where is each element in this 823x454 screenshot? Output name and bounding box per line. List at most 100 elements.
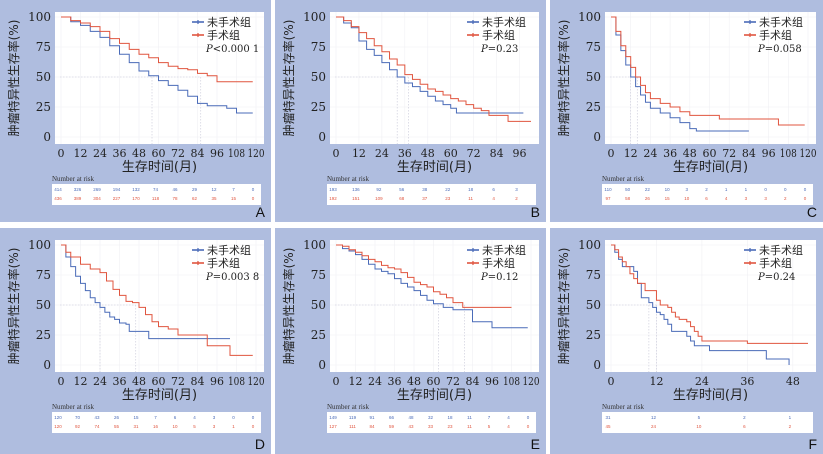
x-tick-label: 120 bbox=[248, 375, 265, 388]
x-tick-label: 48 bbox=[407, 375, 421, 388]
risk-count: 436 bbox=[54, 196, 62, 201]
plot-area bbox=[330, 240, 539, 372]
risk-row-surgery: 436 389 304 227 170 118 78 62 35 15 0 bbox=[52, 196, 261, 204]
risk-table: 193 136 92 56 38 22 18 6 3 192 151 109 68 37 23 11 4 2 bbox=[327, 184, 536, 205]
x-tick-label: 108 bbox=[228, 375, 245, 388]
risk-count: 31 bbox=[133, 424, 139, 429]
km-curve-non-surgery bbox=[611, 244, 790, 365]
risk-count: 0 bbox=[251, 424, 255, 429]
risk-count: 118 bbox=[151, 196, 160, 201]
x-tick-label: 36 bbox=[388, 375, 402, 388]
x-tick-label: 12 bbox=[74, 147, 88, 160]
risk-count: 10 bbox=[172, 424, 178, 429]
risk-count: 74 bbox=[94, 424, 100, 429]
risk-count: 1 bbox=[232, 424, 235, 429]
risk-count: 32 bbox=[427, 415, 434, 420]
risk-count: 304 bbox=[93, 196, 101, 201]
legend-label: 手术组 bbox=[482, 256, 515, 270]
x-tick-label: 120 bbox=[248, 147, 265, 160]
y-tick-label: 50 bbox=[36, 298, 51, 312]
risk-table-title: Number at risk bbox=[602, 175, 644, 183]
risk-count: 55 bbox=[113, 424, 120, 429]
risk-count: 74 bbox=[152, 187, 159, 192]
risk-count: 110 bbox=[604, 187, 612, 192]
risk-row-surgery: 97 58 26 15 10 6 4 3 3 2 0 bbox=[602, 196, 813, 204]
y-tick-label: 0 bbox=[43, 130, 51, 144]
risk-count: 0 bbox=[784, 187, 787, 192]
x-axis-label: 生存时间(月) bbox=[122, 160, 197, 175]
y-tick-label: 25 bbox=[311, 100, 326, 114]
km-curve-non-surgery bbox=[61, 244, 230, 340]
risk-count: 91 bbox=[369, 415, 375, 420]
y-tick-label: 0 bbox=[318, 358, 326, 372]
p-value: P=0.12 bbox=[480, 272, 518, 283]
risk-count: 414 bbox=[54, 187, 62, 192]
x-tick-label: 108 bbox=[503, 375, 520, 388]
risk-count: 269 bbox=[93, 187, 101, 192]
risk-count: 389 bbox=[73, 196, 82, 201]
y-axis-label: 肿瘤特异性生存率(%) bbox=[281, 20, 296, 137]
p-value: P=0.003 8 bbox=[205, 272, 259, 283]
x-tick-label: 108 bbox=[228, 147, 245, 160]
risk-count: 92 bbox=[74, 424, 81, 429]
risk-count: 24 bbox=[650, 424, 656, 429]
y-axis-label: 肿瘤特异性生存率(%) bbox=[6, 248, 21, 365]
risk-count: 0 bbox=[764, 187, 767, 192]
risk-count: 6 bbox=[173, 415, 177, 420]
risk-count: 1 bbox=[788, 415, 792, 420]
risk-count: 4 bbox=[492, 196, 495, 201]
risk-count: 151 bbox=[352, 196, 360, 201]
risk-count: 22 bbox=[644, 187, 650, 192]
risk-count: 15 bbox=[664, 196, 670, 201]
risk-count: 22 bbox=[445, 187, 451, 192]
risk-count: 0 bbox=[803, 187, 807, 192]
panel-letter: F bbox=[808, 436, 817, 452]
x-tick-label: 84 bbox=[466, 375, 480, 388]
x-tick-label: 84 bbox=[742, 147, 756, 160]
p-value: P=0.24 bbox=[757, 272, 795, 283]
risk-count: 0 bbox=[803, 196, 807, 201]
y-tick-label: 25 bbox=[36, 328, 51, 342]
x-tick-label: 96 bbox=[513, 147, 527, 160]
risk-count: 194 bbox=[112, 187, 121, 192]
risk-count: 58 bbox=[625, 196, 631, 201]
risk-count: 326 bbox=[73, 187, 82, 192]
panel-a: 0 25 50 75 100 0 12 24 36 48 60 72 84 96 108 120 生存时间(月)… bbox=[0, 0, 271, 222]
x-tick-label: 120 bbox=[523, 375, 540, 388]
x-tick-label: 12 bbox=[74, 375, 88, 388]
risk-count: 2 bbox=[705, 187, 708, 192]
km-curve-surgery bbox=[336, 16, 531, 122]
risk-count: 10 bbox=[696, 424, 702, 429]
x-tick-label: 36 bbox=[113, 375, 127, 388]
risk-count: 0 bbox=[251, 187, 255, 192]
x-tick-label: 36 bbox=[113, 147, 127, 160]
x-tick-label: 96 bbox=[210, 147, 224, 160]
risk-count: 10 bbox=[684, 196, 690, 201]
risk-count: 26 bbox=[113, 415, 120, 420]
risk-count: 37 bbox=[422, 196, 428, 201]
panel-d: 0 25 50 75 100 0 12 24 36 48 60 72 84 96 108 120 生存时间(月)… bbox=[0, 228, 271, 454]
panel-letter: E bbox=[530, 436, 540, 452]
y-tick-label: 50 bbox=[586, 298, 601, 312]
risk-count: 136 bbox=[352, 187, 360, 192]
x-tick-label: 24 bbox=[368, 375, 382, 388]
risk-count: 11 bbox=[467, 415, 472, 420]
x-tick-label: 0 bbox=[608, 375, 615, 388]
risk-table: 31 12 5 2 1 45 24 10 6 2 bbox=[602, 412, 813, 433]
risk-count: 0 bbox=[232, 415, 235, 420]
legend-label: 手术组 bbox=[759, 28, 792, 42]
risk-count: 7 bbox=[154, 415, 157, 420]
risk-count: 78 bbox=[172, 196, 178, 201]
km-curve-surgery bbox=[611, 16, 805, 126]
y-tick-label: 75 bbox=[311, 268, 326, 282]
risk-row-surgery: 192 151 109 68 37 23 11 4 2 bbox=[327, 196, 536, 204]
x-tick-label: 60 bbox=[152, 375, 166, 388]
risk-table: 414 326 269 194 132 74 46 29 12 7 0 436 389 304 227 170… bbox=[52, 184, 261, 205]
plot-area bbox=[55, 12, 264, 144]
risk-row-surgery: 45 24 10 6 2 bbox=[602, 424, 813, 432]
y-axis-label: 肿瘤特异性生存率(%) bbox=[556, 248, 571, 365]
risk-count: 3 bbox=[212, 424, 216, 429]
p-value: P=0.058 bbox=[757, 44, 802, 55]
risk-count: 62 bbox=[191, 196, 198, 201]
x-tick-label: 24 bbox=[695, 375, 709, 388]
